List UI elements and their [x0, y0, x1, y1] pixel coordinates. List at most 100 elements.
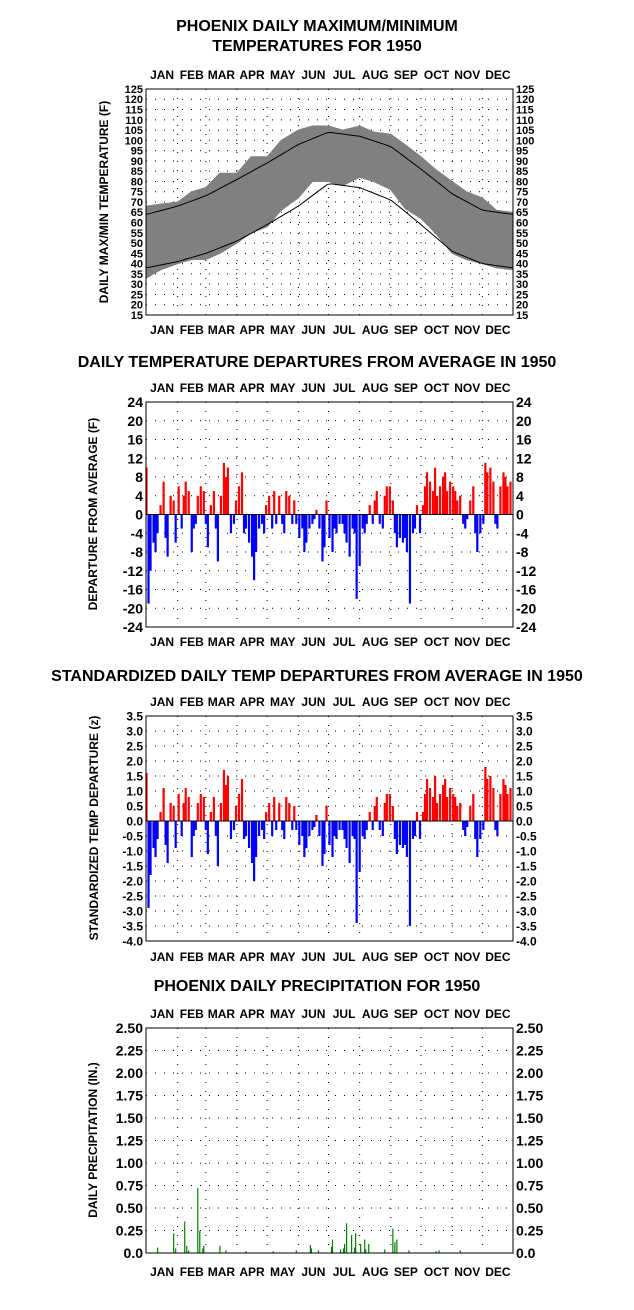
departure-bar [459, 803, 462, 821]
month-label-bottom: APR [239, 1265, 265, 1279]
departure-bar [401, 514, 405, 543]
month-label-top: FEB [180, 1007, 204, 1021]
precip-bar [173, 1233, 175, 1253]
departure-bar [484, 462, 487, 515]
departure-bar [209, 812, 212, 821]
departure-bar [418, 514, 422, 534]
precip-bar [317, 1250, 320, 1253]
departure-bar [418, 821, 422, 839]
y-tick-label-right: -16 [516, 582, 536, 598]
precip-bar [345, 1223, 348, 1253]
departure-bar [192, 514, 195, 529]
plot-border [145, 715, 514, 942]
precip-bar [330, 1246, 333, 1253]
departure-bar [250, 514, 254, 557]
precip-bar [368, 1244, 370, 1253]
departure-bar [261, 514, 264, 524]
departure-bar [202, 797, 205, 821]
y-tick-label-left: 1.5 [126, 769, 143, 783]
y-tick-label-right: 2.0 [516, 754, 533, 768]
plot-border [145, 401, 514, 628]
precip-bar [343, 1244, 346, 1253]
precip-bar [309, 1244, 311, 1253]
departure-bar [271, 821, 274, 836]
y-axis-title: STANDARDIZED TEMP DEPARTURE (z) [87, 716, 101, 941]
departure-bar [209, 505, 212, 515]
y-tick-label-right: 2.5 [516, 739, 533, 753]
departure-bar [425, 472, 429, 515]
departure-bar [405, 821, 409, 857]
y-tick-label-left: 125 [125, 84, 143, 96]
departure-bar [254, 514, 258, 552]
month-label-top: JUN [301, 381, 325, 395]
departure-bar [413, 514, 417, 529]
departure-bar [466, 821, 469, 827]
departure-bar [159, 505, 162, 515]
y-axis-title: DAILY PRECIPITATION (IN.) [86, 1062, 100, 1218]
month-label-bottom: JUL [333, 635, 356, 649]
departure-bar [308, 514, 311, 529]
departure-bar [194, 514, 197, 524]
departure-bar [431, 491, 435, 515]
departure-bar [509, 481, 512, 515]
departure-bar [295, 514, 298, 524]
departure-bar [348, 821, 351, 863]
y-tick-label-left: 0 [135, 507, 143, 523]
y-tick-label-right: 50 [516, 238, 528, 250]
month-label-top: AUG [362, 695, 389, 709]
month-label-top: OCT [424, 1007, 450, 1021]
departure-bar [154, 514, 157, 552]
y-tick-label-left: 4 [135, 488, 143, 504]
departure-bar [265, 505, 268, 515]
departure-bar [494, 514, 497, 524]
y-tick-label-right: -3.0 [516, 904, 537, 918]
departure-bar [381, 821, 384, 836]
departure-bar [385, 486, 388, 515]
departure-bar [373, 500, 376, 515]
month-label-bottom: MAR [208, 1265, 236, 1279]
month-label-bottom: NOV [454, 1265, 480, 1279]
month-label-bottom: JUL [333, 323, 356, 337]
y-axis-title: DAILY MAX/MIN TEMPERATURE (F) [97, 101, 111, 303]
departure-bar [408, 514, 412, 604]
month-label-top: MAY [270, 695, 296, 709]
departure-bar [385, 794, 388, 821]
month-label-bottom: AUG [362, 950, 389, 964]
departure-bar [174, 821, 177, 848]
departure-bar [341, 821, 344, 830]
y-tick-label-right: 80 [516, 176, 528, 188]
chart3-title: STANDARDIZED DAILY TEMP DEPARTURES FROM … [51, 668, 583, 685]
y-tick-label-left: -16 [123, 582, 143, 598]
departure-bar [444, 779, 447, 821]
month-label-top: SEP [394, 695, 418, 709]
y-tick-label-left: 16 [127, 432, 143, 448]
y-tick-label-left: 1.50 [116, 1110, 143, 1126]
departure-bar [489, 776, 492, 821]
month-label-top: MAR [208, 695, 236, 709]
y-tick-label-left: 25 [131, 289, 143, 301]
departure-bar [464, 821, 467, 836]
departure-bar [301, 821, 304, 836]
y-tick-label-right: 15 [516, 310, 528, 322]
departure-bar [219, 803, 223, 821]
y-tick-label-right: 3.0 [516, 724, 533, 738]
y-tick-label-left: 90 [131, 156, 143, 168]
departure-bar [393, 514, 396, 534]
y-tick-label-right: -8 [516, 544, 529, 560]
month-label-bottom: NOV [454, 950, 480, 964]
departure-bar [383, 803, 386, 821]
departure-bar [365, 514, 368, 524]
y-tick-label-right: 2.25 [516, 1043, 543, 1059]
departure-bar [502, 779, 505, 821]
departure-bar [456, 500, 459, 515]
departure-bar [232, 514, 236, 524]
departure-bar [452, 794, 455, 821]
y-tick-label-left: 2.25 [116, 1043, 143, 1059]
departure-bar [492, 481, 495, 515]
departure-bar [433, 467, 437, 515]
precip-bar [339, 1249, 342, 1253]
departure-bar [335, 821, 338, 839]
precip-bar [354, 1247, 356, 1253]
departure-bar [486, 472, 489, 515]
month-label-top: JUN [301, 68, 325, 82]
